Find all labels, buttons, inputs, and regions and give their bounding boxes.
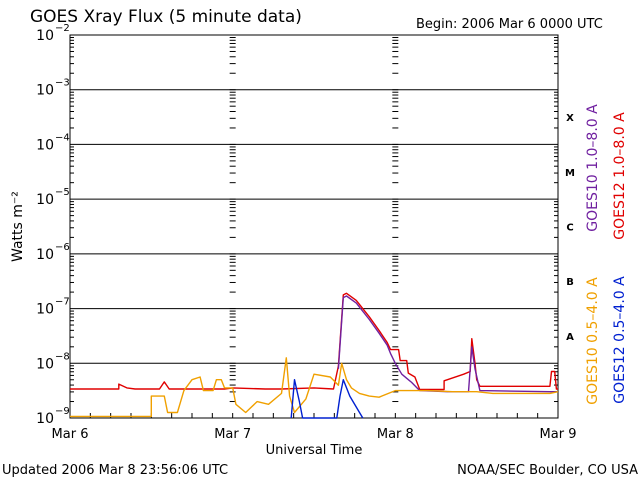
grid-lines: [70, 89, 558, 364]
flare-class-labels: X M C B A: [565, 113, 575, 343]
x-axis-label: Universal Time: [266, 443, 363, 458]
y-axis-ticks: 10−210−310−410−510−610−710−810−9: [36, 23, 558, 427]
x-tick-label: Mar 9: [540, 427, 577, 442]
y-tick-exponent: −7: [55, 297, 70, 308]
updated-label: Updated 2006 Mar 8 23:56:06 UTC: [2, 463, 228, 478]
y-axis-label: Watts m⁻²: [10, 191, 26, 262]
x-tick-label: Mar 8: [377, 427, 414, 442]
y-tick-exponent: −5: [55, 187, 70, 198]
y-tick-exponent: −9: [55, 406, 70, 417]
legend-entry: GOES10 0.5–4.0 A: [585, 277, 601, 405]
credit-label: NOAA/SEC Boulder, CO USA: [457, 463, 638, 478]
flare-class-label: M: [565, 168, 575, 179]
y-tick-exponent: −4: [55, 132, 70, 143]
y-tick-label: 10: [36, 83, 54, 99]
x-axis-ticks: Mar 6 Mar 7 Mar 8 Mar 9: [52, 37, 577, 442]
flare-class-label: A: [566, 332, 574, 343]
y-tick-exponent: −2: [55, 23, 70, 34]
begin-label: Begin: 2006 Mar 6 0000 UTC: [416, 17, 603, 32]
plot-frame: [69, 34, 559, 419]
y-tick-label: 10: [36, 192, 54, 208]
y-tick-label: 10: [36, 28, 54, 44]
legend: GOES10 1.0–8.0 A GOES12 1.0–8.0 A GOES10 0…: [585, 104, 628, 405]
legend-entry: GOES12 1.0–8.0 A: [612, 112, 628, 240]
y-tick-label: 10: [36, 247, 54, 263]
x-tick-label: Mar 6: [52, 427, 89, 442]
chart-title: GOES Xray Flux (5 minute data): [30, 7, 302, 27]
legend-entry: GOES12 0.5–4.0 A: [612, 276, 628, 404]
flare-class-label: X: [566, 113, 574, 124]
x-tick-label: Mar 7: [214, 427, 251, 442]
series-line: [337, 295, 558, 393]
y-tick-exponent: −6: [55, 242, 70, 253]
y-tick-label: 10: [36, 302, 54, 318]
y-tick-label: 10: [36, 137, 54, 153]
flare-class-label: C: [566, 223, 573, 234]
series-line: [70, 357, 559, 418]
y-tick-label: 10: [36, 356, 54, 372]
y-tick-exponent: −3: [55, 78, 70, 89]
flare-class-label: B: [566, 277, 574, 288]
y-tick-label: 10: [36, 411, 54, 427]
legend-entry: GOES10 1.0–8.0 A: [585, 104, 601, 232]
data-series: [70, 292, 559, 419]
series-line: [290, 379, 364, 419]
y-tick-exponent: −8: [55, 351, 70, 362]
